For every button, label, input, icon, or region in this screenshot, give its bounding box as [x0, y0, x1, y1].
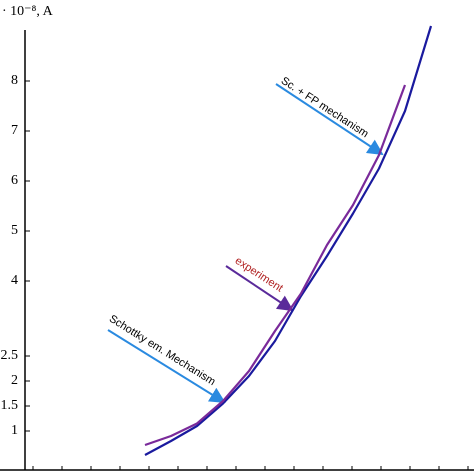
y-tick-label: 7	[11, 123, 18, 138]
series-line	[144, 25, 433, 456]
y-tick-label: 6	[11, 173, 18, 188]
x-axis-ticks	[32, 466, 469, 470]
y-tick-label: 5	[11, 223, 18, 238]
series-line	[144, 84, 407, 447]
y-tick-label: 4	[11, 273, 18, 288]
y-tick-label: 1.5	[1, 398, 19, 413]
annotation-arrow	[225, 265, 294, 312]
annotation-arrow	[107, 329, 226, 404]
y-tick-label: 8	[11, 73, 18, 88]
annotation: Schottky em. Mechanism	[107, 313, 218, 388]
y-axis-label: · 10⁻⁸, A	[2, 4, 54, 19]
annotation: Sc. + FP mechanism	[279, 75, 371, 140]
annotation-arrow	[275, 83, 384, 156]
y-tick-label: 2	[11, 373, 18, 388]
y-tick-label: 1	[11, 423, 18, 438]
y-tick-label: 2.5	[1, 348, 19, 363]
